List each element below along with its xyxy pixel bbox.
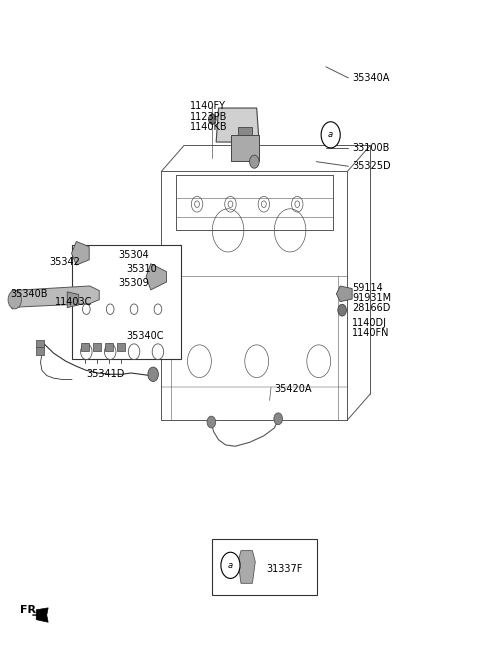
Polygon shape [67,292,79,307]
Text: a: a [328,130,333,139]
Circle shape [148,367,158,382]
Bar [81,343,89,351]
Text: 35340C: 35340C [126,331,164,342]
Circle shape [208,114,216,124]
Text: 28166D: 28166D [352,303,391,313]
Polygon shape [336,286,352,302]
Circle shape [207,416,216,428]
Bar [36,348,44,355]
Text: 11403C: 11403C [55,298,92,307]
Polygon shape [12,286,99,309]
Text: FR.: FR. [20,605,40,615]
Text: 35340A: 35340A [352,73,390,83]
Text: 59114: 59114 [352,283,383,293]
Polygon shape [238,127,252,135]
Text: 35341D: 35341D [86,369,125,379]
Circle shape [221,553,240,578]
Text: 35420A: 35420A [275,384,312,394]
Circle shape [8,290,22,309]
Polygon shape [72,242,89,265]
Circle shape [321,122,340,148]
Polygon shape [36,608,48,622]
Text: 33100B: 33100B [352,143,390,153]
Text: 91931M: 91931M [352,293,391,303]
Polygon shape [146,263,167,290]
Text: 1140KB: 1140KB [190,122,228,132]
Text: 35325D: 35325D [352,161,391,171]
Circle shape [274,413,282,424]
Text: 1140DJ: 1140DJ [352,318,387,328]
Text: 1123PB: 1123PB [190,112,227,122]
Text: 35342: 35342 [49,257,80,267]
Text: 31337F: 31337F [266,564,302,574]
Text: 35310: 35310 [126,264,157,274]
Circle shape [250,155,259,168]
Circle shape [338,304,347,316]
Bar [93,343,101,351]
Bar [105,343,113,351]
Polygon shape [238,551,255,583]
Text: 1140FY: 1140FY [190,101,226,111]
Bar [117,343,124,351]
Text: a: a [228,561,233,570]
Text: 35304: 35304 [118,250,149,260]
Bar [212,539,317,595]
Text: 1140FN: 1140FN [352,328,390,338]
Text: 35340B: 35340B [10,289,48,299]
Polygon shape [231,135,259,161]
Text: 35309: 35309 [118,278,149,288]
Bar [72,245,181,359]
Bar [36,340,44,347]
Polygon shape [216,108,259,142]
